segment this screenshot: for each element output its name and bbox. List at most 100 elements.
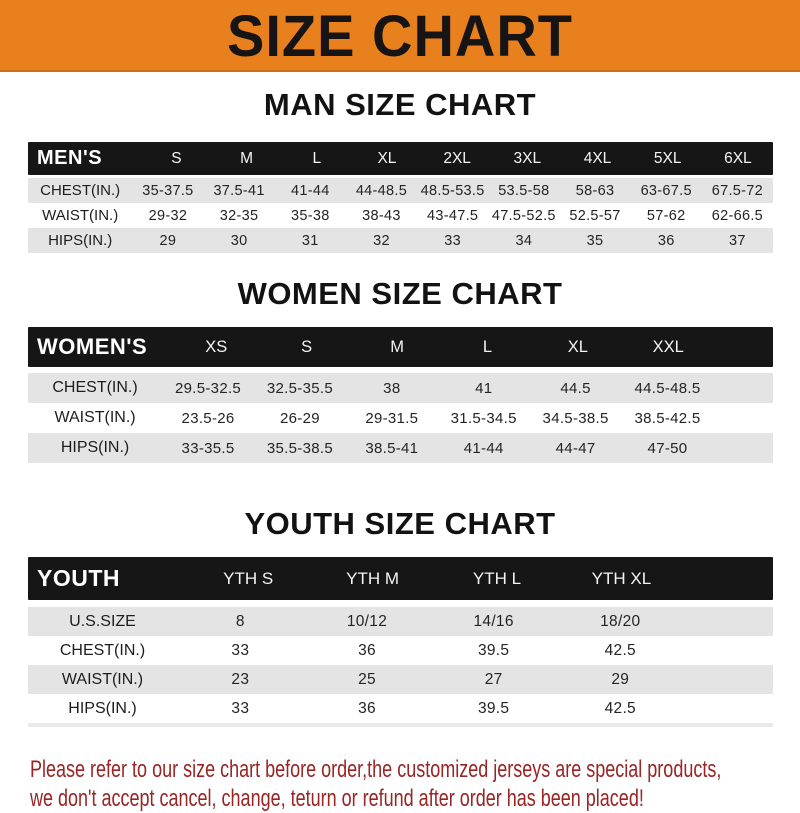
table-cell: 44.5-48.5 [634, 379, 701, 397]
table-cell: 62-66.5 [711, 207, 764, 224]
men-size-table: MEN'S S M L XL 2XL 3XL 4XL 5XL 6XL CHEST(IN.) 35-37… [28, 142, 773, 253]
header-spacer [713, 327, 773, 367]
table-cell: 47-50 [647, 439, 688, 457]
column-header: YTH S [223, 568, 274, 588]
table-cell: 32.5-35.5 [266, 379, 333, 397]
table-header-row: WOMEN'S XS S M L XL XXL [28, 327, 773, 367]
size-chart-sections: MAN SIZE CHART MEN'S S M L XL 2XL 3XL 4XL 5XL 6XL C… [0, 86, 800, 727]
table-cell: 57-62 [646, 207, 686, 224]
table-cell: 35-37.5 [142, 182, 194, 199]
table-cell: 44-48.5 [355, 182, 408, 199]
table-cell: 29-32 [148, 207, 188, 224]
table-row: CHEST(IN.) 35-37.5 37.5-41 41-44 44-48.5 48.5… [28, 178, 773, 203]
row-label: HIPS(IN.) [60, 439, 130, 456]
row-label: HIPS(IN.) [68, 699, 137, 717]
table-cell: 33 [444, 232, 461, 249]
header-spacer [684, 557, 773, 600]
column-header: YTH L [472, 568, 522, 588]
table-cell: 41 [475, 379, 493, 397]
table-row: WAIST(IN.) 29-32 32-35 35-38 38-43 43-47.5 47.… [28, 203, 773, 228]
table-row: CHEST(IN.) 33 36 39.5 42.5 [28, 636, 773, 665]
column-header: L [312, 149, 322, 167]
table-row: HIPS(IN.) 33-35.5 35.5-38.5 38.5-41 41-44 44-… [28, 433, 773, 463]
table-cell: 44.5 [560, 379, 591, 397]
table-cell: 29 [159, 232, 177, 249]
youth-size-table: YOUTH YTH S YTH M YTH L YTH XL U.S.SIZE 8 10/12… [28, 557, 773, 727]
row-spacer [684, 636, 773, 665]
row-spacer [684, 694, 773, 723]
banner-title: SIZE CHART [227, 1, 573, 69]
row-label: CHEST(IN.) [59, 641, 146, 659]
table-cell: 32 [373, 232, 390, 249]
column-header: 6XL [724, 149, 752, 167]
table-cell: 39.5 [477, 641, 510, 659]
table-row: WAIST(IN.) 23 25 27 29 [28, 665, 773, 694]
table-cell: 37.5-41 [213, 182, 265, 199]
table-cell: 39.5 [477, 699, 510, 717]
row-spacer [713, 373, 773, 403]
footer-line-1: Please refer to our size chart before or… [30, 756, 722, 783]
table-cell: 38.5-42.5 [634, 409, 701, 427]
table-cell: 41-44 [290, 182, 330, 199]
table-cell: 38 [383, 379, 401, 397]
women-size-table: WOMEN'S XS S M L XL XXL CHEST(IN.) 29.5-32.5 32.5… [28, 327, 773, 463]
row-spacer [684, 607, 773, 636]
column-header: XS [205, 337, 228, 356]
table-cell: 29.5-32.5 [174, 379, 242, 397]
row-label: WAIST(IN.) [61, 670, 144, 688]
table-header-row: MEN'S S M L XL 2XL 3XL 4XL 5XL 6XL [28, 142, 773, 175]
table-header-row: YOUTH YTH S YTH M YTH L YTH XL [28, 557, 773, 600]
table-cell: 41-44 [463, 439, 504, 457]
table-cell: 43-47.5 [427, 207, 479, 224]
table-header-label: YOUTH [37, 565, 120, 591]
table-cell: 26-29 [279, 409, 320, 427]
footer-note: Please refer to our size chart before or… [30, 755, 800, 813]
column-header: 2XL [443, 149, 471, 167]
table-header-label: WOMEN'S [37, 334, 148, 359]
table-cell: 33-35.5 [181, 439, 235, 457]
column-header: M [240, 149, 254, 167]
table-cell: 35.5-38.5 [266, 439, 333, 457]
table-cell: 48.5-53.5 [420, 182, 485, 199]
table-cell: 47.5-52.5 [491, 207, 556, 224]
table-cell: 44-47 [555, 439, 596, 457]
women-section-heading: WOMEN SIZE CHART [237, 276, 563, 311]
table-cell: 52.5-57 [569, 207, 621, 224]
table-cell: 31 [301, 232, 319, 249]
men-section-heading: MAN SIZE CHART [263, 87, 537, 122]
column-header: 3XL [513, 149, 542, 167]
table-cell: 35 [586, 232, 604, 249]
table-cell: 33 [231, 641, 250, 659]
table-cell: 58-63 [575, 182, 615, 199]
row-label: WAIST(IN.) [42, 207, 119, 224]
column-header: 5XL [653, 149, 682, 167]
table-row: WAIST(IN.) 23.5-26 26-29 29-31.5 31.5-34.5 34… [28, 403, 773, 433]
table-cell: 34.5-38.5 [542, 409, 609, 427]
row-label: U.S.SIZE [69, 612, 136, 630]
column-header: XXL [652, 337, 684, 356]
table-cell: 38.5-41 [365, 439, 419, 457]
table-cell: 29-31.5 [365, 409, 419, 427]
column-header: YTH M [346, 568, 400, 588]
table-cell: 35-38 [290, 207, 330, 224]
table-cell: 14/16 [473, 612, 514, 630]
row-spacer [713, 403, 773, 433]
row-label: CHEST(IN.) [52, 379, 138, 396]
column-header: 4XL [583, 149, 612, 167]
table-cell: 23 [231, 670, 250, 688]
table-cell: 42.5 [604, 699, 636, 717]
table-header-label: MEN'S [37, 147, 103, 169]
table-row: U.S.SIZE 8 10/12 14/16 18/20 [28, 607, 773, 636]
column-header: L [482, 337, 493, 356]
column-header: S [301, 337, 313, 356]
table-row: HIPS(IN.) 33 36 39.5 42.5 [28, 694, 773, 723]
table-cell: 63-67.5 [640, 182, 692, 199]
table-cell: 8 [235, 612, 245, 630]
table-cell: 18/20 [600, 612, 641, 630]
table-cell: 36 [358, 699, 376, 717]
row-label: HIPS(IN.) [48, 232, 113, 249]
table-cell: 53.5-58 [498, 182, 550, 199]
row-spacer [684, 665, 773, 694]
women-section: WOMEN SIZE CHART WOMEN'S XS S M L XL XXL CHEST(I… [0, 275, 800, 463]
column-header: XL [377, 149, 397, 167]
